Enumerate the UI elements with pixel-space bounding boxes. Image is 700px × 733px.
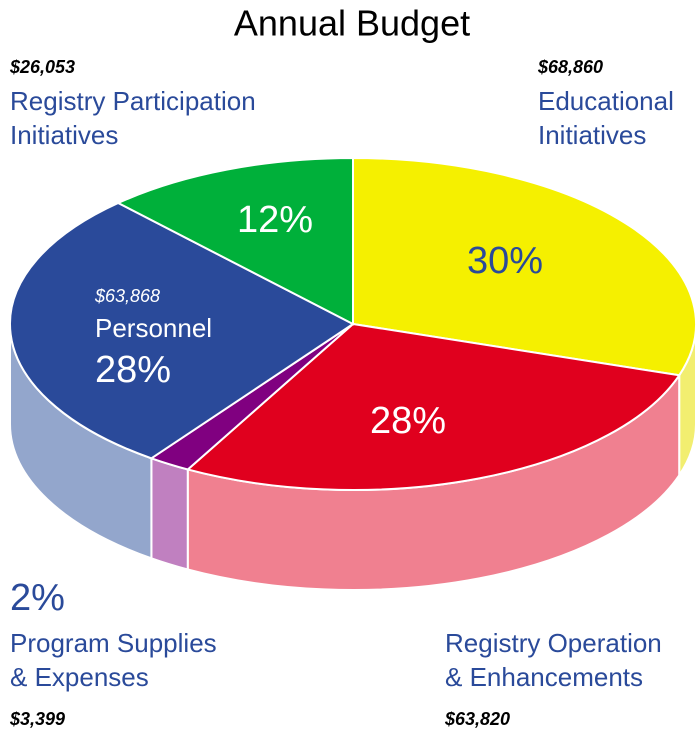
amount-label: $68,860: [537, 57, 603, 77]
label-line: Program Supplies: [10, 628, 217, 658]
pie-slice: [352, 156, 697, 377]
label-line: Initiatives: [10, 120, 118, 150]
chart-title: Annual Budget: [234, 3, 470, 44]
amount-label: $3,399: [9, 709, 65, 729]
percent-label: 30%: [467, 240, 543, 282]
percent-label: 28%: [95, 349, 171, 391]
amount-label: $63,868: [94, 286, 160, 306]
label-line: & Enhancements: [445, 662, 643, 692]
label-line: Educational: [538, 86, 674, 116]
pie-side: [150, 456, 189, 571]
amount-label: $26,053: [9, 57, 75, 77]
category-label: Program Supplies & Expenses: [10, 628, 217, 692]
pie-slice: [115, 156, 354, 326]
label-line: & Expenses: [10, 662, 149, 692]
amount-label: $63,820: [444, 709, 510, 729]
label-line: Registry Participation: [10, 86, 256, 116]
pie-slice: [185, 322, 681, 491]
category-label: Educational Initiatives: [538, 86, 674, 150]
label-line: Initiatives: [538, 120, 646, 150]
label-line: Registry Operation: [445, 628, 662, 658]
pie-slice: [9, 201, 355, 460]
category-label: Personnel: [95, 313, 212, 343]
category-label: Registry Participation Initiatives: [10, 86, 256, 150]
percent-label: 12%: [237, 199, 313, 241]
category-label: Registry Operation & Enhancements: [445, 628, 662, 692]
percent-label: 28%: [370, 400, 446, 442]
percent-label: 2%: [10, 577, 65, 619]
